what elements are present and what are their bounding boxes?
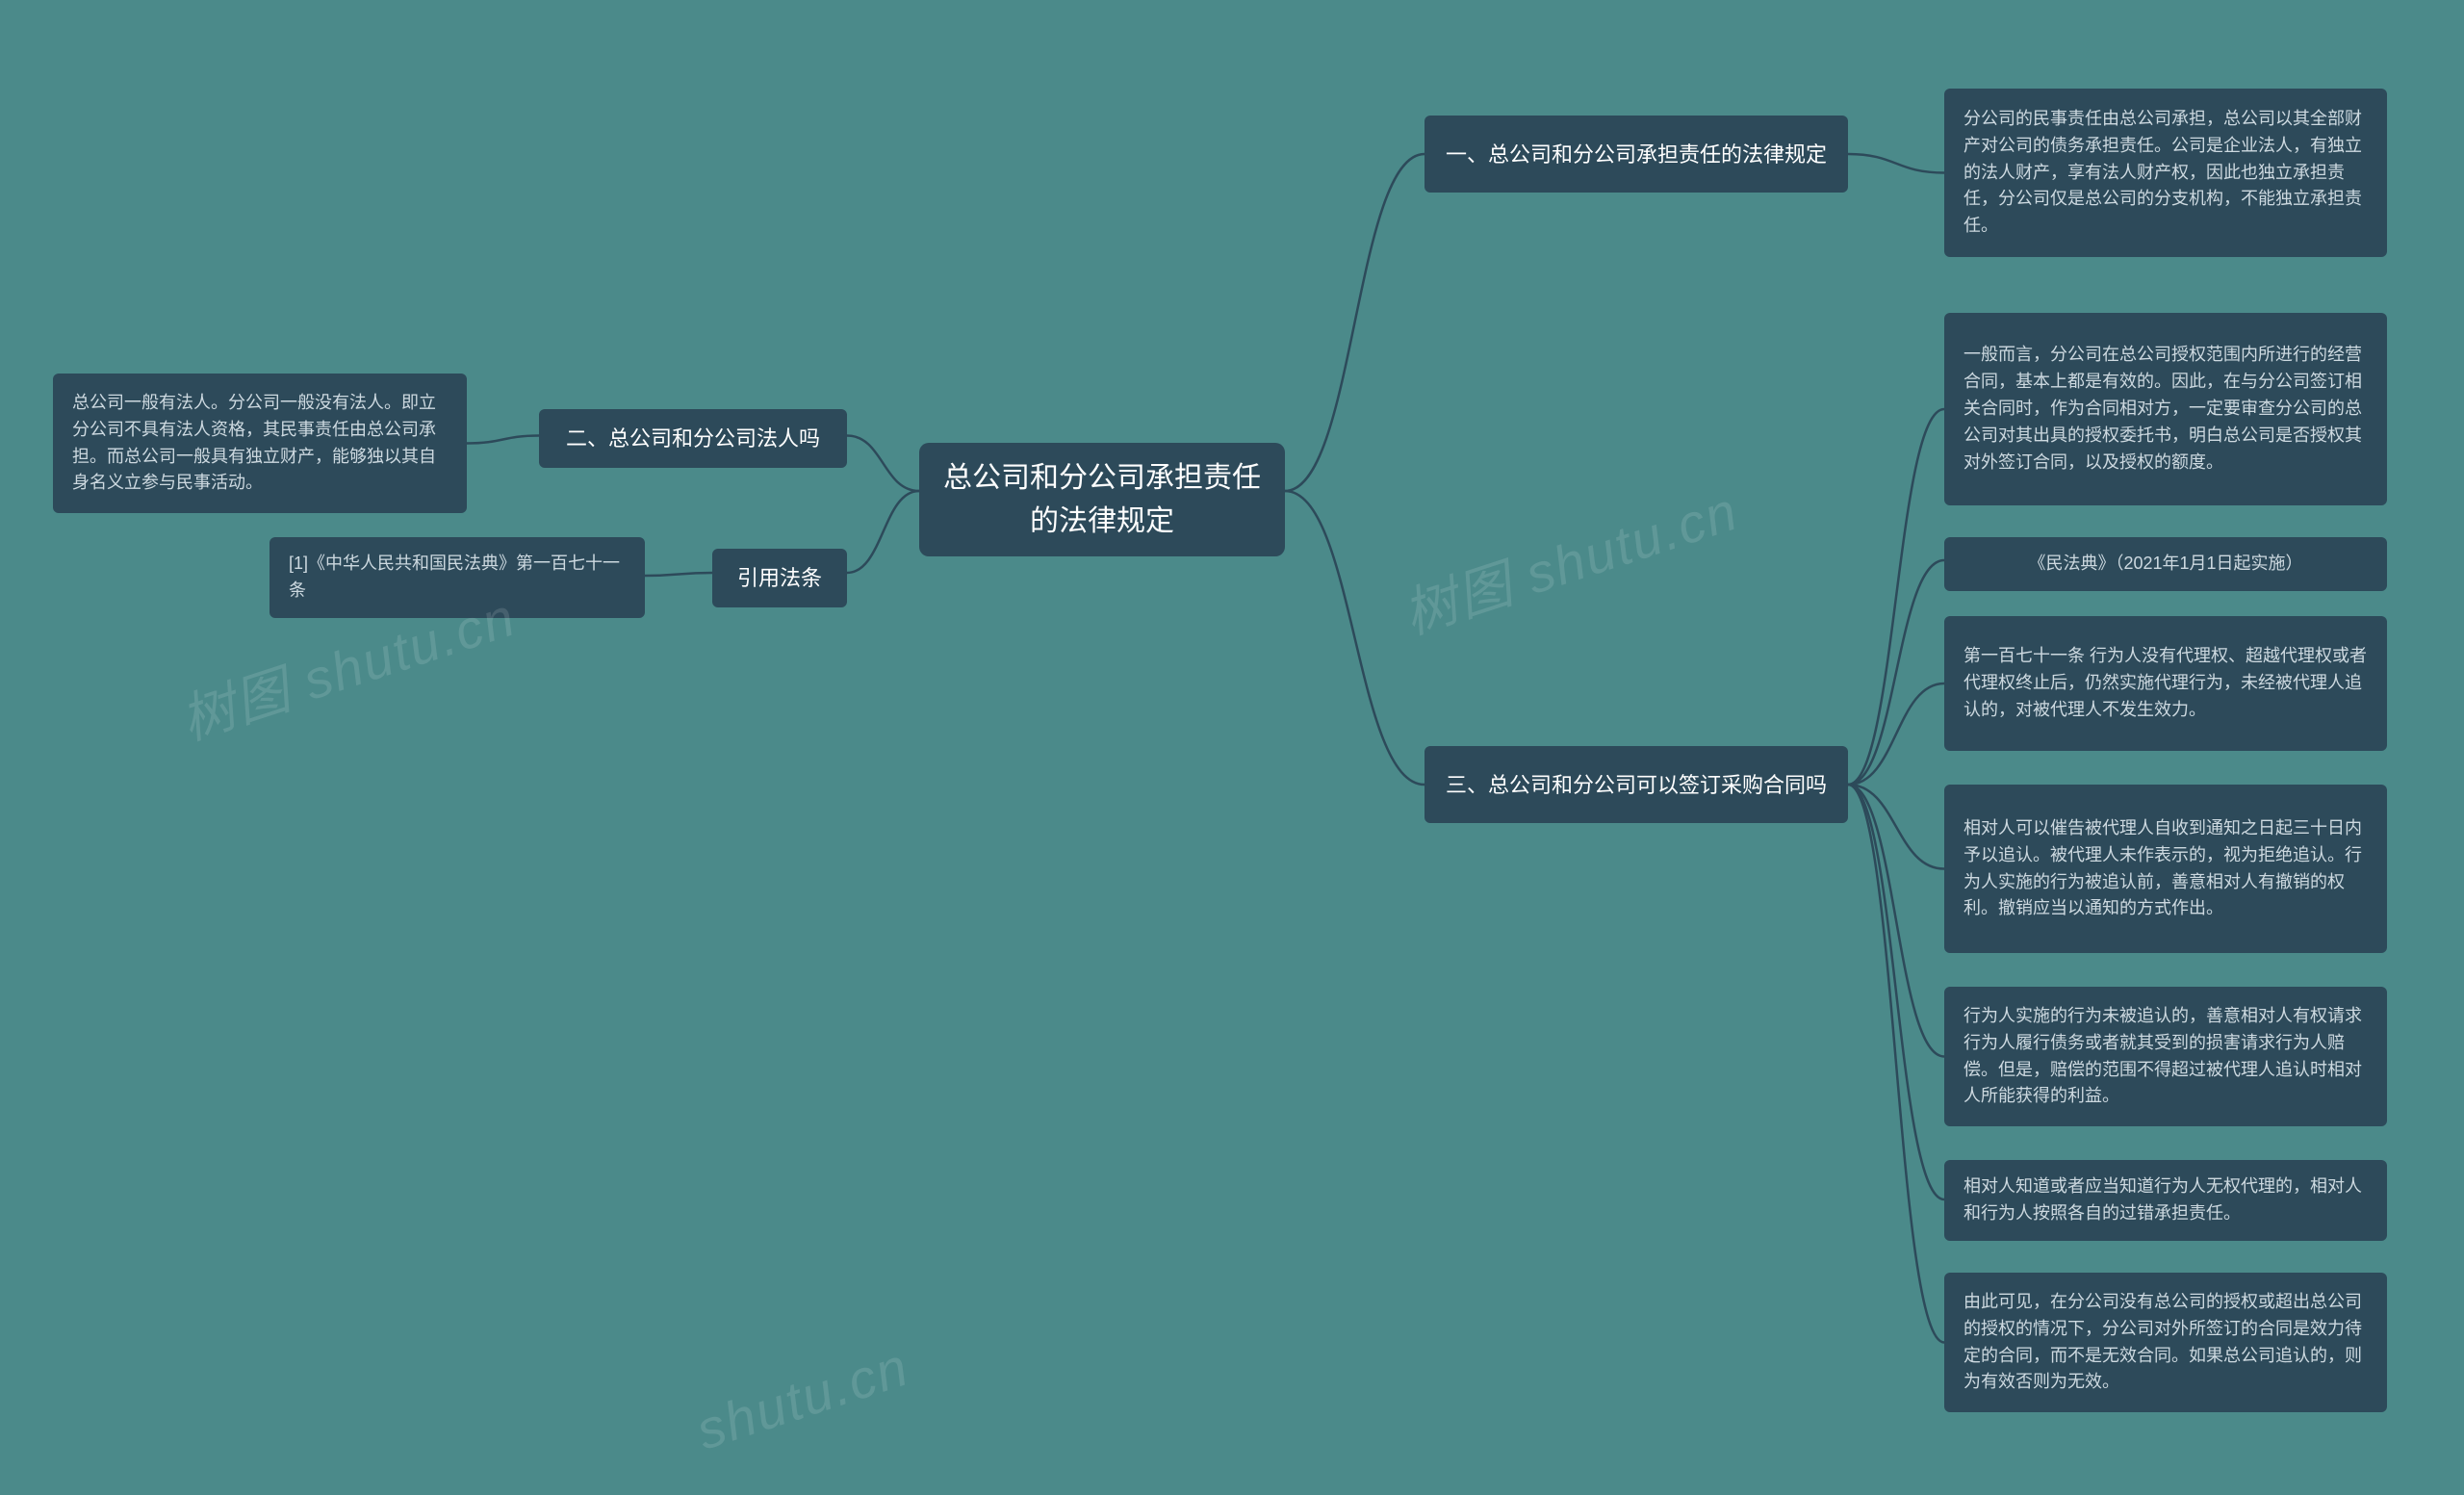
- leaf-b1-0: 分公司的民事责任由总公司承担，总公司以其全部财产对公司的债务承担责任。公司是企业…: [1944, 89, 2387, 257]
- leaf-b3-3: 相对人可以催告被代理人自收到通知之日起三十日内予以追认。被代理人未作表示的，视为…: [1944, 785, 2387, 953]
- watermark-1: 树图 shutu.cn: [1392, 468, 1747, 650]
- root-node: 总公司和分公司承担责任的法律规定: [919, 443, 1285, 556]
- branch-b3: 三、总公司和分公司可以签订采购合同吗: [1424, 746, 1848, 823]
- leaf-b3-0: 一般而言，分公司在总公司授权范围内所进行的经营合同，基本上都是有效的。因此，在与…: [1944, 313, 2387, 505]
- leaf-b3-4: 行为人实施的行为未被追认的，善意相对人有权请求行为人履行债务或者就其受到的损害请…: [1944, 987, 2387, 1126]
- branch-b2: 二、总公司和分公司法人吗: [539, 409, 847, 468]
- leaf-b3-6: 由此可见，在分公司没有总公司的授权或超出总公司的授权的情况下，分公司对外所签订的…: [1944, 1273, 2387, 1412]
- branch-b4: 引用法条: [712, 549, 847, 607]
- leaf-b3-1: 《民法典》（2021年1月1日起实施）: [1944, 537, 2387, 591]
- leaf-b4-0: [1]《中华人民共和国民法典》第一百七十一条: [270, 537, 645, 618]
- watermark-2: shutu.cn: [689, 1334, 917, 1461]
- leaf-b2-0: 总公司一般有法人。分公司一般没有法人。即立分公司不具有法人资格，其民事责任由总公…: [53, 374, 467, 513]
- leaf-b3-2: 第一百七十一条 行为人没有代理权、超越代理权或者代理权终止后，仍然实施代理行为，…: [1944, 616, 2387, 751]
- branch-b1: 一、总公司和分公司承担责任的法律规定: [1424, 116, 1848, 193]
- leaf-b3-5: 相对人知道或者应当知道行为人无权代理的，相对人和行为人按照各自的过错承担责任。: [1944, 1160, 2387, 1241]
